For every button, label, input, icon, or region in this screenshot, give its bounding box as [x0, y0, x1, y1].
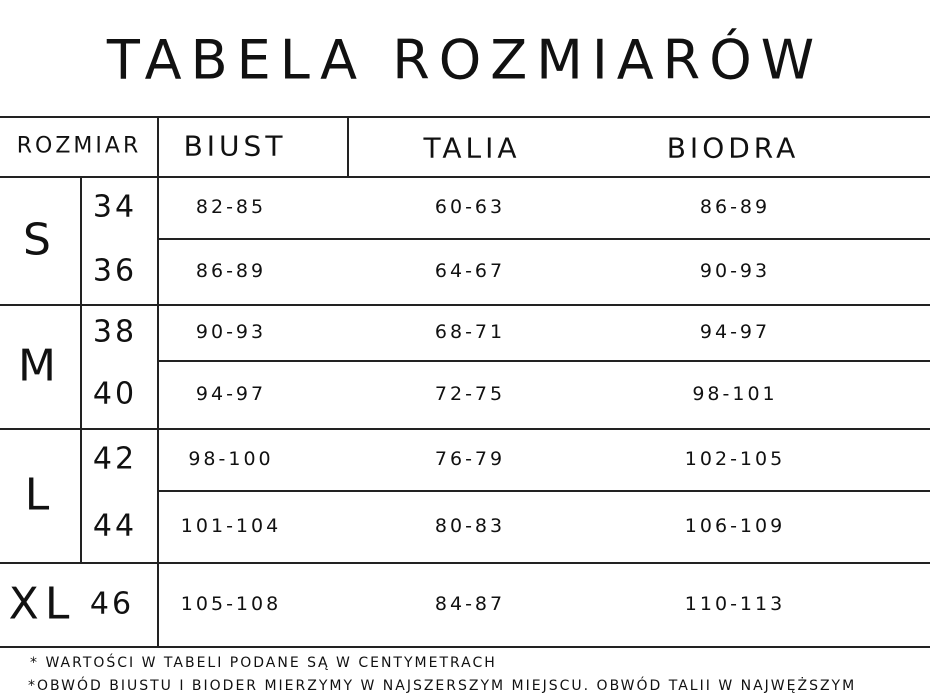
size-number: 46 [89, 586, 135, 622]
column-header: TALIA [423, 131, 521, 165]
rule [80, 304, 82, 428]
rule [80, 428, 82, 562]
cell-value: 90-93 [699, 260, 771, 282]
cell-value: 60-63 [434, 196, 506, 218]
size-number: 36 [92, 253, 138, 289]
size-number: 44 [92, 508, 138, 544]
rule [0, 428, 930, 430]
size-number: 42 [92, 441, 138, 477]
rule [0, 176, 930, 178]
rule [0, 304, 930, 306]
cell-value: 82-85 [195, 196, 267, 218]
cell-value: 86-89 [195, 260, 267, 282]
cell-value: 72-75 [434, 383, 506, 405]
cell-value: 94-97 [195, 383, 267, 405]
size-label: XL [8, 578, 76, 630]
cell-value: 68-71 [434, 321, 506, 343]
title: TABELA ROZMIARÓW [106, 28, 824, 92]
rule [157, 360, 930, 362]
cell-value: 98-100 [188, 448, 274, 470]
cell-value: 76-79 [434, 448, 506, 470]
cell-value: 110-113 [684, 593, 786, 615]
rule [0, 116, 930, 118]
rule [157, 116, 159, 646]
cell-value: 84-87 [434, 593, 506, 615]
column-header: ROZMIAR [16, 133, 142, 159]
cell-value: 90-93 [195, 321, 267, 343]
size-number: 34 [92, 189, 138, 225]
cell-value: 94-97 [699, 321, 771, 343]
cell-value: 105-108 [180, 593, 282, 615]
cell-value: 102-105 [684, 448, 786, 470]
rule [157, 490, 930, 492]
rule [0, 562, 930, 564]
rule [0, 646, 930, 648]
size-label: S [23, 214, 57, 266]
rule [157, 238, 930, 240]
cell-value: 80-83 [434, 515, 506, 537]
cell-value: 106-109 [684, 515, 786, 537]
rule [347, 116, 349, 176]
size-label: M [18, 340, 62, 392]
size-number: 40 [92, 376, 138, 412]
cell-value: 64-67 [434, 260, 506, 282]
column-header: BIUST [183, 129, 287, 163]
footnote: * WARTOŚCI W TABELI PODANE SĄ W CENTYMET… [30, 655, 497, 671]
cell-value: 86-89 [699, 196, 771, 218]
column-header: BIODRA [666, 131, 800, 165]
cell-value: 101-104 [180, 515, 282, 537]
cell-value: 98-101 [692, 383, 778, 405]
size-label: L [24, 469, 56, 521]
footnote: *OBWÓD BIUSTU I BIODER MIERZYMY W NAJSZE… [28, 678, 857, 694]
rule [80, 176, 82, 304]
size-number: 38 [92, 314, 138, 350]
